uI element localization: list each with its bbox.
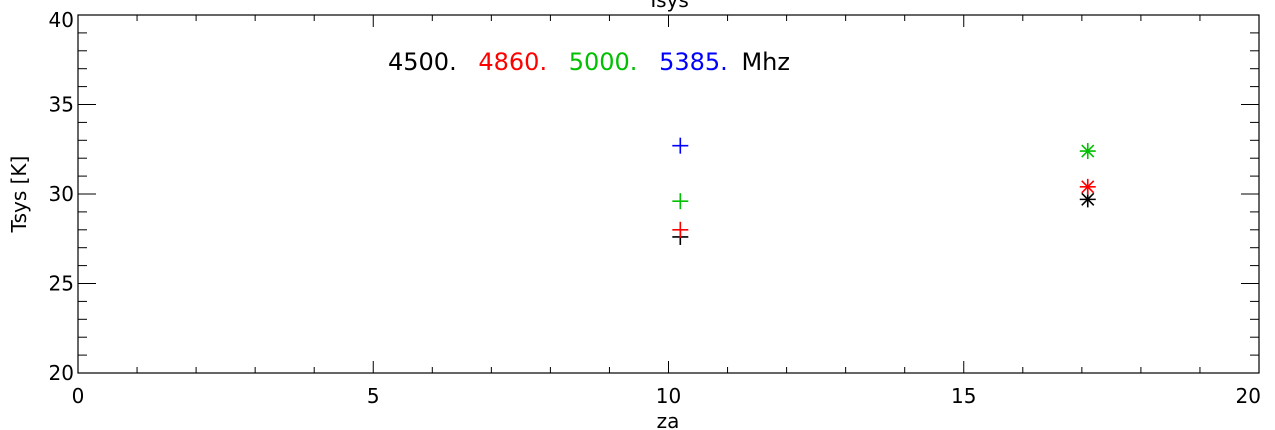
x-tick-label: 0 <box>72 384 85 408</box>
chart-title: Tsys <box>646 0 689 12</box>
asterisk-marker <box>1079 178 1096 195</box>
x-tick-label: 20 <box>1236 384 1261 408</box>
x-axis-label: za <box>657 409 680 430</box>
axis-ticks <box>77 14 1260 374</box>
data-markers <box>672 137 1096 245</box>
axis-tick-labels: 0 5 10 15 20 20 25 30 35 40 <box>49 8 1261 408</box>
legend-entry-5000: 5000. <box>569 48 638 76</box>
legend-entry-4860: 4860. <box>478 48 547 76</box>
plus-marker <box>672 193 689 210</box>
legend: 4500. 4860. 5000. 5385. Mhz <box>388 48 790 76</box>
y-tick-label: 30 <box>49 182 74 206</box>
y-tick-label: 25 <box>49 272 74 296</box>
legend-entry-5385: 5385. <box>659 48 728 76</box>
x-tick-label: 10 <box>656 384 681 408</box>
plus-marker <box>672 221 689 238</box>
y-tick-label: 20 <box>49 361 74 385</box>
asterisk-marker <box>1079 143 1096 160</box>
y-tick-label: 35 <box>49 93 74 117</box>
x-tick-label: 15 <box>951 384 976 408</box>
y-tick-label: 40 <box>49 8 74 32</box>
legend-entry-4500: 4500. <box>388 48 457 76</box>
plus-marker <box>672 137 689 154</box>
y-axis-label: Tsys [K] <box>7 156 31 234</box>
legend-unit: Mhz <box>741 48 790 76</box>
x-tick-label: 5 <box>367 384 380 408</box>
asterisk-marker <box>1079 191 1096 208</box>
svg-text:4500. 4860. 5000.: 4500. 4860. 5000. 5385. Mhz <box>388 48 790 76</box>
